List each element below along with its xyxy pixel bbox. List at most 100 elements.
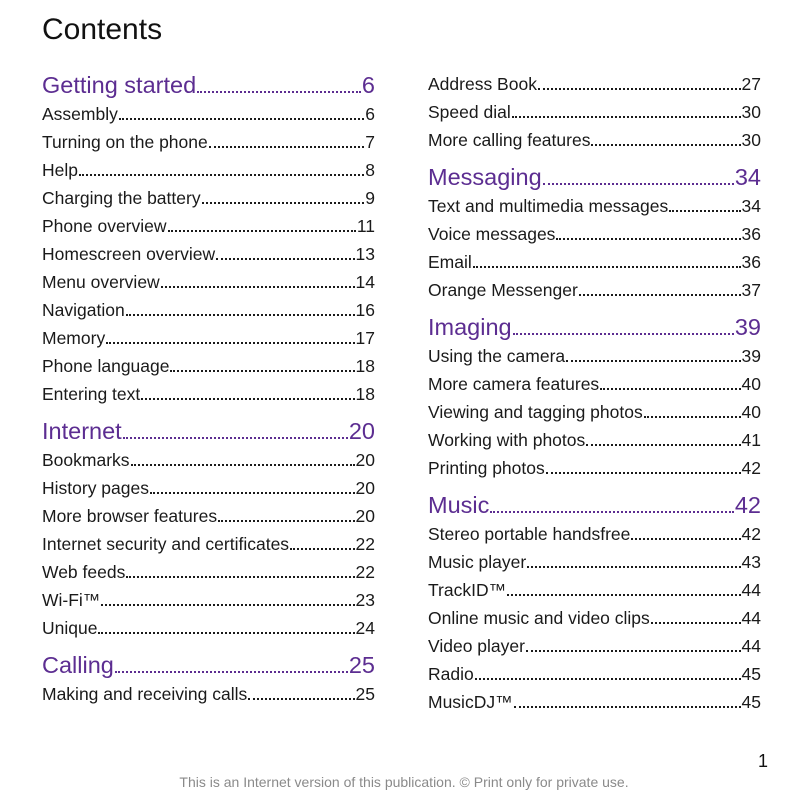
- toc-entry[interactable]: Viewing and tagging photos 40: [428, 398, 761, 426]
- toc-section-heading[interactable]: Messaging 34: [428, 162, 761, 192]
- toc-entry[interactable]: Music player 43: [428, 548, 761, 576]
- toc-entry-label: Internet: [42, 418, 122, 444]
- toc-entry-label: TrackID™: [428, 580, 507, 600]
- toc-entry-label: Bookmarks: [42, 450, 130, 470]
- toc-entry-page: 42: [741, 524, 761, 544]
- toc-entry-page: 40: [741, 402, 761, 422]
- dot-leader: [197, 91, 361, 93]
- toc-entry[interactable]: Text and multimedia messages 34: [428, 192, 761, 220]
- toc-entry-label: Calling: [42, 652, 114, 678]
- toc-entry-page: 25: [355, 684, 375, 704]
- toc-entry[interactable]: TrackID™ 44: [428, 576, 761, 604]
- toc-entry[interactable]: Charging the battery 9: [42, 184, 375, 212]
- toc-entry-page: 7: [365, 132, 375, 152]
- toc-entry[interactable]: History pages 20: [42, 474, 375, 502]
- dot-leader: [98, 632, 355, 634]
- toc-entry-page: 43: [741, 552, 761, 572]
- toc-entry[interactable]: Address Book 27: [428, 70, 761, 98]
- toc-entry-page: 44: [741, 636, 761, 656]
- toc-entry[interactable]: Web feeds 22: [42, 558, 375, 586]
- toc-entry[interactable]: Making and receiving calls 25: [42, 680, 375, 708]
- toc-entry[interactable]: Assembly 6: [42, 100, 375, 128]
- toc-entry[interactable]: Radio 45: [428, 660, 761, 688]
- toc-entry-page: 30: [741, 130, 761, 150]
- toc-entry-label: Email: [428, 252, 472, 272]
- toc-entry-label: Text and multimedia messages: [428, 196, 669, 216]
- toc-entry[interactable]: Printing photos 42: [428, 454, 761, 482]
- toc-entry-label: Getting started: [42, 72, 197, 98]
- toc-section-heading[interactable]: Imaging 39: [428, 312, 761, 342]
- toc-entry-page: 42: [741, 458, 761, 478]
- toc-entry-page: 9: [365, 188, 375, 208]
- toc-entry[interactable]: Video player 44: [428, 632, 761, 660]
- toc-entry[interactable]: Orange Messenger 37: [428, 276, 761, 304]
- toc-entry-page: 18: [355, 356, 375, 376]
- toc-entry[interactable]: Stereo portable handsfree 42: [428, 520, 761, 548]
- toc-entry[interactable]: MusicDJ™ 45: [428, 688, 761, 716]
- toc-entry-page: 39: [734, 314, 761, 340]
- toc-entry-page: 14: [355, 272, 375, 292]
- toc-entry-page: 39: [741, 346, 761, 366]
- toc-entry-page: 25: [348, 652, 375, 678]
- toc-entry[interactable]: Navigation 16: [42, 296, 375, 324]
- toc-entry-label: Phone overview: [42, 216, 167, 236]
- toc-entry[interactable]: Homescreen overview 13: [42, 240, 375, 268]
- dot-leader: [114, 671, 348, 673]
- toc-entry-page: 6: [361, 72, 375, 98]
- toc-entry[interactable]: Memory 17: [42, 324, 375, 352]
- toc-entry-label: Entering text: [42, 384, 141, 404]
- dot-leader: [556, 238, 741, 240]
- toc-entry[interactable]: Menu overview 14: [42, 268, 375, 296]
- dot-leader: [125, 314, 355, 316]
- toc-entry[interactable]: Wi-Fi™ 23: [42, 586, 375, 614]
- toc-entry-page: 34: [734, 164, 761, 190]
- toc-entry-page: 45: [741, 664, 761, 684]
- dot-leader: [167, 230, 356, 232]
- toc-section-heading[interactable]: Calling 25: [42, 650, 375, 680]
- toc-entry-label: Printing photos: [428, 458, 545, 478]
- toc-entry[interactable]: More camera features 40: [428, 370, 761, 398]
- toc-entry[interactable]: Working with photos 41: [428, 426, 761, 454]
- toc-entry[interactable]: Online music and video clips 44: [428, 604, 761, 632]
- toc-entry-label: More browser features: [42, 506, 218, 526]
- toc-entry-page: 22: [355, 562, 375, 582]
- toc-entry[interactable]: Phone overview 11: [42, 212, 375, 240]
- toc-entry[interactable]: More browser features 20: [42, 502, 375, 530]
- toc-entry-label: More camera features: [428, 374, 600, 394]
- toc-entry[interactable]: Unique 24: [42, 614, 375, 642]
- dot-leader: [600, 388, 741, 390]
- toc-entry[interactable]: Turning on the phone 7: [42, 128, 375, 156]
- toc-entry-label: Music: [428, 492, 490, 518]
- toc-entry[interactable]: Voice messages 36: [428, 220, 761, 248]
- toc-entry[interactable]: Bookmarks 20: [42, 446, 375, 474]
- dot-leader: [216, 258, 355, 260]
- dot-leader: [201, 202, 365, 204]
- toc-entry-page: 17: [355, 328, 375, 348]
- toc-entry[interactable]: Using the camera 39: [428, 342, 761, 370]
- toc-entry-page: 16: [355, 300, 375, 320]
- toc-section-heading[interactable]: Getting started 6: [42, 70, 375, 100]
- toc-entry-label: Phone language: [42, 356, 170, 376]
- toc-entry-label: Working with photos: [428, 430, 586, 450]
- dot-leader: [566, 360, 741, 362]
- page-number: 1: [757, 751, 768, 771]
- toc-entry[interactable]: Help 8: [42, 156, 375, 184]
- toc-entry[interactable]: Email 36: [428, 248, 761, 276]
- toc-entry[interactable]: More calling features 30: [428, 126, 761, 154]
- toc-entry[interactable]: Phone language 18: [42, 352, 375, 380]
- toc-section-heading[interactable]: Internet 20: [42, 416, 375, 446]
- toc-entry-label: Memory: [42, 328, 106, 348]
- toc-entry-label: Making and receiving calls: [42, 684, 248, 704]
- toc-entry[interactable]: Internet security and certificates 22: [42, 530, 375, 558]
- dot-leader: [79, 174, 365, 176]
- toc-entry-page: 44: [741, 580, 761, 600]
- footer-note: This is an Internet version of this publ…: [179, 774, 629, 790]
- toc-entry-label: Viewing and tagging photos: [428, 402, 643, 422]
- toc-section-heading[interactable]: Music 42: [428, 490, 761, 520]
- toc-entry[interactable]: Speed dial 30: [428, 98, 761, 126]
- toc-entry-label: Radio: [428, 664, 474, 684]
- page-title: Contents: [42, 13, 163, 46]
- toc-entry[interactable]: Entering text 18: [42, 380, 375, 408]
- toc-entry-page: 44: [741, 608, 761, 628]
- toc-entry-page: 20: [355, 450, 375, 470]
